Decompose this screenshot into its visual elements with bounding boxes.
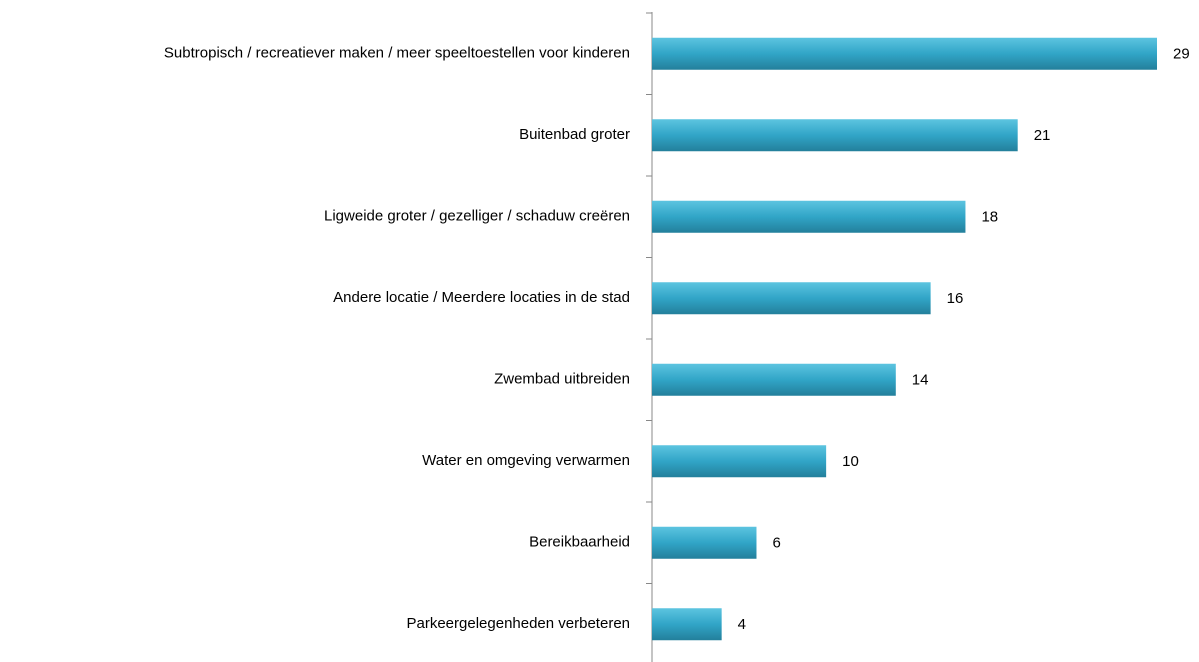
data-label: 18 [981, 209, 998, 226]
bar [652, 119, 1018, 152]
category-label: Buitenbad groter [519, 126, 630, 143]
data-label: 10 [842, 453, 859, 470]
bar [652, 445, 827, 478]
data-label: 14 [912, 372, 929, 389]
category-label: Zwembad uitbreiden [494, 371, 630, 388]
bar [652, 37, 1157, 70]
category-label: Bereikbaarheid [529, 534, 630, 551]
category-label: Subtropisch / recreatiever maken / meer … [164, 45, 630, 62]
bar [652, 526, 757, 559]
data-label: 6 [772, 535, 780, 552]
bar [652, 282, 931, 315]
bar [652, 200, 966, 233]
category-label: Ligweide groter / gezelliger / schaduw c… [324, 208, 630, 225]
category-label: Andere locatie / Meerdere locaties in de… [333, 289, 630, 306]
data-label: 29 [1173, 46, 1190, 63]
category-label: Water en omgeving verwarmen [422, 452, 630, 469]
data-label: 16 [947, 290, 964, 307]
data-label: 21 [1034, 127, 1051, 144]
bar [652, 363, 896, 396]
bar [652, 608, 722, 641]
data-label: 4 [738, 616, 746, 633]
category-label: Parkeergelegenheden verbeteren [407, 615, 631, 632]
